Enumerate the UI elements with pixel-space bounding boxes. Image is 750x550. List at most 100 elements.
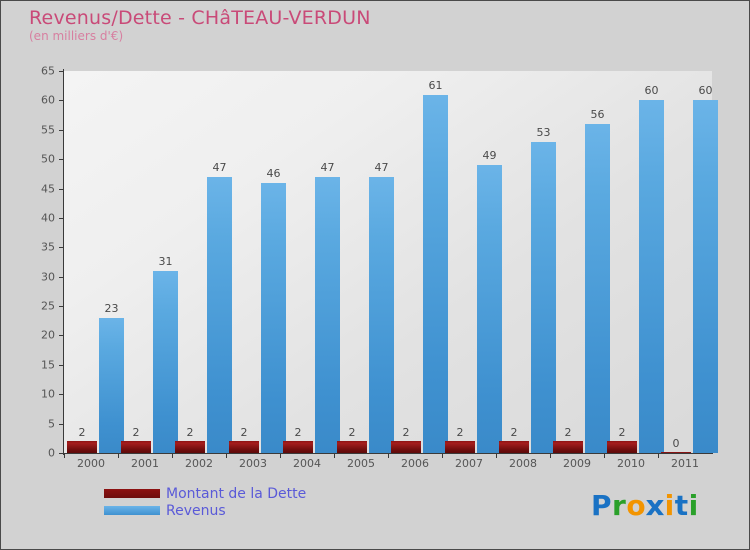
y-axis-tick-label: 15 [41,358,55,372]
x-axis-tick-mark [442,454,443,458]
x-axis-tick-label: 2003 [239,457,267,470]
bar-value-label: 60 [644,84,659,98]
bar-value-label: 47 [212,160,227,174]
bar-value-label: 61 [428,78,443,92]
bar-value-label: 49 [482,149,497,163]
y-axis-tick-label: 5 [48,417,55,431]
x-axis-tick-label: 2011 [671,457,699,470]
bar-value-label: 23 [104,301,119,315]
bar-value-label: 47 [320,160,335,174]
x-axis-line [63,453,713,454]
bar-revenus[interactable] [99,317,124,453]
chart-legend: Montant de la Dette Revenus [104,485,374,519]
bar-revenus[interactable] [531,141,556,453]
bar-montant-de-la-dette[interactable] [229,441,259,453]
x-axis-tick-label: 2006 [401,457,429,470]
bar-value-label: 2 [510,426,518,440]
bar-revenus[interactable] [207,176,232,453]
bar-revenus[interactable] [639,100,664,453]
logo-letter: r [612,489,627,522]
bar-montant-de-la-dette[interactable] [121,441,151,453]
x-axis-tick-label: 2010 [617,457,645,470]
y-axis-tick-label: 25 [41,299,55,313]
y-axis-line [63,69,64,455]
bar-montant-de-la-dette[interactable] [175,441,205,453]
page-title: Revenus/Dette - CHâTEAU-VERDUN [29,7,371,29]
y-axis-tick-mark [59,217,64,219]
bar-montant-de-la-dette[interactable] [337,441,367,453]
bar-value-label: 0 [672,436,680,450]
y-axis-tick-mark [59,394,64,396]
bar-value-label: 2 [240,426,248,440]
x-axis-tick-mark [226,454,227,458]
bar-value-label: 60 [698,84,713,98]
x-axis-tick-mark [64,454,65,458]
y-axis-tick-mark [59,335,64,337]
legend-color-swatch [104,489,160,498]
proxiti-logo: Proxiti [591,489,699,522]
bar-revenus[interactable] [423,94,448,453]
y-axis-tick-mark [59,129,64,131]
logo-letter: i [688,489,699,522]
y-axis-tick-label: 55 [41,123,55,137]
chart-subtitle: (en milliers d'€) [29,29,124,43]
bar-value-label: 2 [186,426,194,440]
x-axis-tick-label: 2009 [563,457,591,470]
bar-value-label: 2 [456,426,464,440]
bar-montant-de-la-dette[interactable] [67,441,97,453]
y-axis-tick-mark [59,276,64,278]
bar-revenus[interactable] [369,176,394,453]
y-axis-tick-mark [59,247,64,249]
bar-value-label: 47 [374,160,389,174]
bar-revenus[interactable] [477,165,502,453]
x-axis-tick-mark [388,454,389,458]
bar-revenus[interactable] [693,100,718,453]
legend-color-swatch [104,506,160,515]
legend-item[interactable]: Revenus [104,502,374,519]
bar-value-label: 56 [590,107,605,121]
bar-value-label: 2 [132,426,140,440]
bar-value-label: 2 [348,426,356,440]
y-axis-tick-mark [59,71,64,72]
bar-revenus[interactable] [153,270,178,453]
legend-item[interactable]: Montant de la Dette [104,485,374,502]
bar-revenus[interactable] [585,123,610,453]
bar-revenus[interactable] [261,182,286,453]
legend-label: Revenus [166,502,226,519]
x-axis-tick-mark [118,454,119,458]
y-axis-tick-label: 40 [41,211,55,225]
x-axis-tick-label: 2005 [347,457,375,470]
y-axis-tick-mark [59,453,64,454]
bar-montant-de-la-dette[interactable] [553,441,583,453]
y-axis-tick-label: 20 [41,328,55,342]
bar-value-label: 2 [402,426,410,440]
bar-value-label: 2 [294,426,302,440]
y-axis-tick-mark [59,100,64,102]
y-axis-tick-label: 10 [41,387,55,401]
x-axis-tick-label: 2008 [509,457,537,470]
y-axis-tick-label: 45 [41,182,55,196]
bar-value-label: 53 [536,125,551,139]
bar-revenus[interactable] [315,176,340,453]
y-axis-tick-mark [59,306,64,308]
y-axis-tick-label: 0 [48,446,55,460]
x-axis-tick-label: 2000 [77,457,105,470]
bar-montant-de-la-dette[interactable] [607,441,637,453]
y-axis-tick-label: 65 [41,64,55,78]
y-axis-tick-mark [59,364,64,366]
bar-value-label: 46 [266,166,281,180]
bar-montant-de-la-dette[interactable] [499,441,529,453]
bar-montant-de-la-dette[interactable] [283,441,313,453]
x-axis-tick-label: 2001 [131,457,159,470]
x-axis-tick-label: 2004 [293,457,321,470]
bar-value-label: 2 [564,426,572,440]
bar-montant-de-la-dette[interactable] [661,451,691,453]
bar-montant-de-la-dette[interactable] [445,441,475,453]
logo-letter: t [674,489,689,522]
x-axis-tick-mark [550,454,551,458]
logo-letter: o [626,489,647,522]
legend-label: Montant de la Dette [166,485,307,502]
bar-montant-de-la-dette[interactable] [391,441,421,453]
y-axis-tick-mark [59,423,64,425]
